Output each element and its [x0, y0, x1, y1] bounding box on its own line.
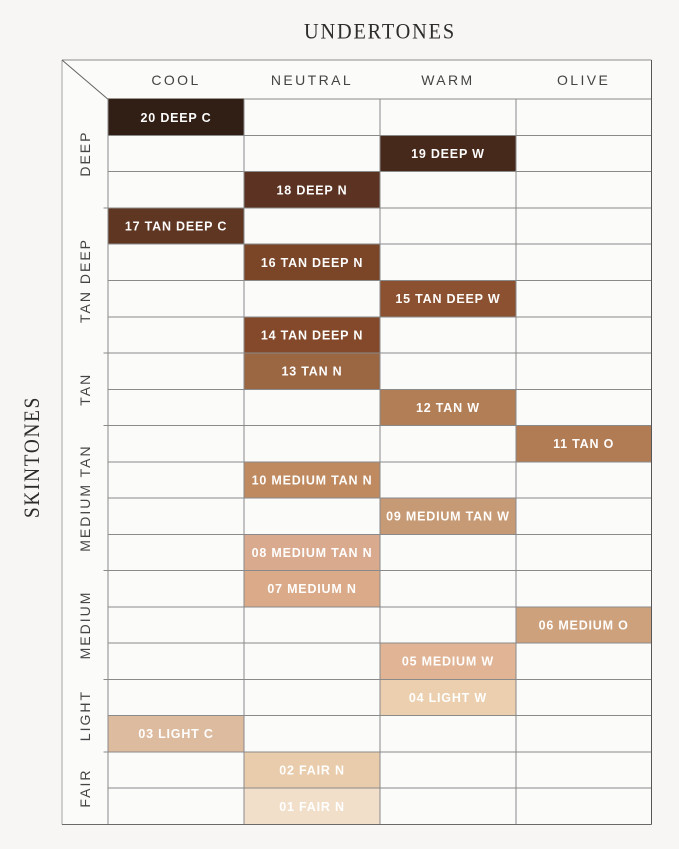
svg-text:TAN DEEP: TAN DEEP — [77, 238, 93, 323]
svg-text:05 MEDIUM W: 05 MEDIUM W — [402, 655, 494, 669]
svg-text:17 TAN DEEP C: 17 TAN DEEP C — [125, 220, 227, 234]
svg-text:16 TAN DEEP N: 16 TAN DEEP N — [261, 256, 363, 270]
svg-text:13 TAN N: 13 TAN N — [281, 365, 342, 379]
svg-text:06 MEDIUM O: 06 MEDIUM O — [539, 619, 629, 633]
svg-text:UNDERTONES: UNDERTONES — [304, 19, 456, 44]
svg-text:MEDIUM: MEDIUM — [77, 591, 93, 660]
svg-text:LIGHT: LIGHT — [77, 690, 93, 741]
svg-text:TAN: TAN — [77, 373, 93, 406]
svg-text:10 MEDIUM TAN N: 10 MEDIUM TAN N — [252, 473, 373, 487]
svg-text:14 TAN DEEP N: 14 TAN DEEP N — [261, 328, 363, 342]
svg-text:07 MEDIUM N: 07 MEDIUM N — [267, 582, 356, 596]
svg-text:04 LIGHT W: 04 LIGHT W — [409, 691, 487, 705]
svg-text:20 DEEP C: 20 DEEP C — [141, 111, 212, 125]
svg-text:15 TAN DEEP W: 15 TAN DEEP W — [395, 292, 500, 306]
svg-text:19 DEEP W: 19 DEEP W — [411, 147, 485, 161]
svg-text:MEDIUM TAN: MEDIUM TAN — [77, 444, 93, 551]
svg-text:03 LIGHT C: 03 LIGHT C — [138, 727, 213, 741]
svg-text:SKINTONES: SKINTONES — [19, 396, 44, 518]
svg-text:08 MEDIUM TAN N: 08 MEDIUM TAN N — [252, 546, 373, 560]
svg-text:12 TAN W: 12 TAN W — [416, 401, 480, 415]
svg-text:COOL: COOL — [151, 72, 200, 88]
svg-text:DEEP: DEEP — [77, 131, 93, 177]
svg-text:11 TAN O: 11 TAN O — [553, 437, 614, 451]
svg-text:WARM: WARM — [421, 72, 474, 88]
svg-text:FAIR: FAIR — [77, 769, 93, 808]
svg-text:OLIVE: OLIVE — [557, 72, 610, 88]
svg-text:18 DEEP N: 18 DEEP N — [277, 183, 348, 197]
svg-text:09 MEDIUM TAN W: 09 MEDIUM TAN W — [386, 510, 510, 524]
svg-text:01 FAIR N: 01 FAIR N — [279, 800, 345, 814]
svg-text:NEUTRAL: NEUTRAL — [271, 72, 353, 88]
svg-text:02 FAIR N: 02 FAIR N — [279, 764, 345, 778]
